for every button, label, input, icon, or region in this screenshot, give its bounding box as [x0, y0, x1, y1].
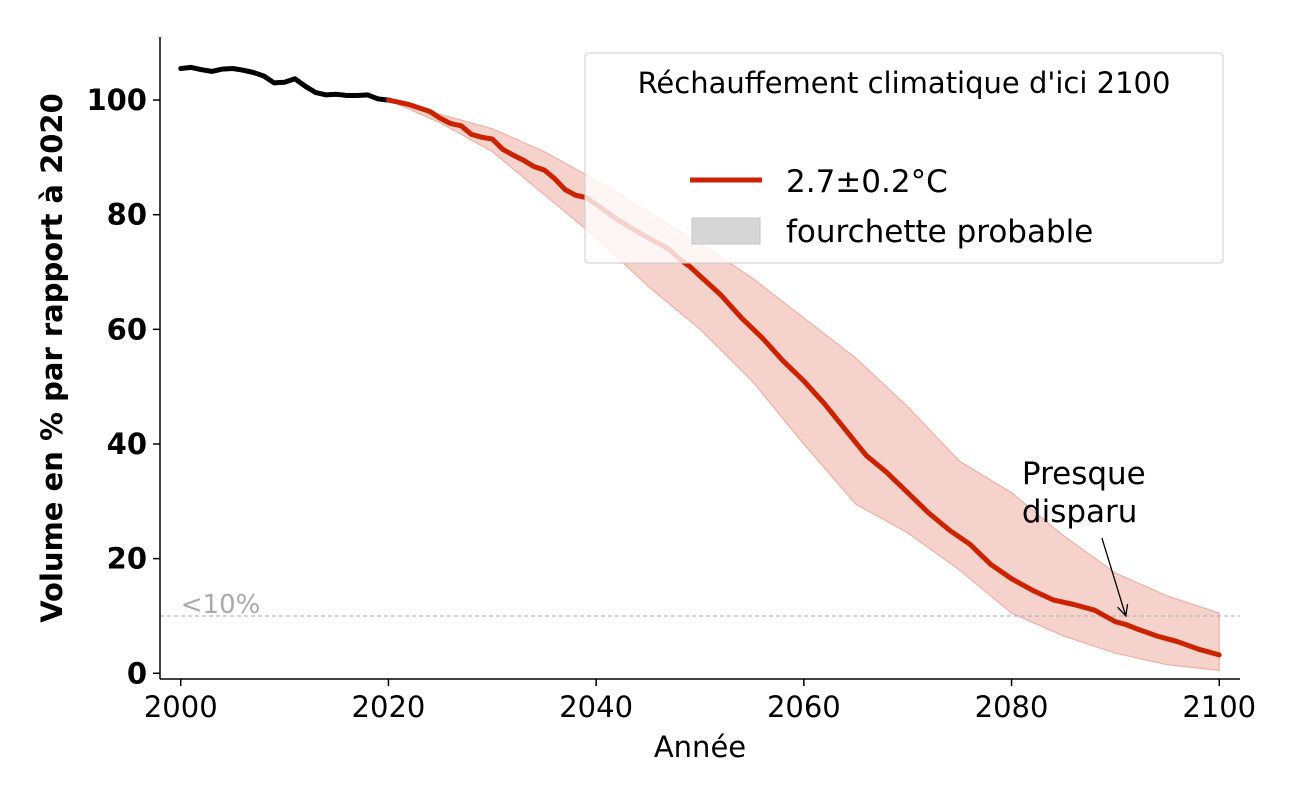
x-tick-label: 2080 — [975, 690, 1049, 724]
annotation-text: Presque — [1022, 456, 1146, 492]
y-tick-label: 80 — [107, 198, 147, 232]
y-tick-label: 100 — [86, 83, 147, 117]
historical-series-line — [178, 64, 391, 103]
threshold-label: <10% — [181, 590, 261, 620]
threshold-layer: <10% — [160, 590, 1240, 620]
x-tick-label: 2100 — [1182, 690, 1256, 724]
x-tick-label: 2000 — [144, 690, 218, 724]
x-axis-title: Année — [654, 730, 746, 764]
lines-layer — [178, 64, 1222, 658]
annotation-text: disparu — [1022, 494, 1138, 530]
y-tick-label: 20 — [107, 542, 147, 576]
x-tick-label: 2060 — [767, 690, 841, 724]
y-tick-label: 60 — [107, 312, 147, 346]
y-tick-label: 0 — [127, 656, 147, 690]
y-axis-title: Volume en % par rapport à 2020 — [35, 93, 69, 623]
annotation-arrow — [1101, 537, 1127, 617]
y-tick-label: 40 — [107, 427, 147, 461]
x-tick-label: 2040 — [559, 690, 633, 724]
legend-label-band: fourchette probable — [786, 214, 1093, 250]
x-tick-label: 2020 — [352, 690, 426, 724]
annotation-arrowhead — [1117, 603, 1129, 618]
legend: Réchauffement climatique d'ici 2100 2.7±… — [584, 52, 1224, 264]
legend-frame — [584, 52, 1224, 264]
legend-title: Réchauffement climatique d'ici 2100 — [638, 66, 1171, 100]
legend-patch-swatch — [691, 217, 761, 245]
legend-label-projection: 2.7±0.2°C — [786, 164, 948, 200]
projection-series-line — [386, 97, 1222, 658]
